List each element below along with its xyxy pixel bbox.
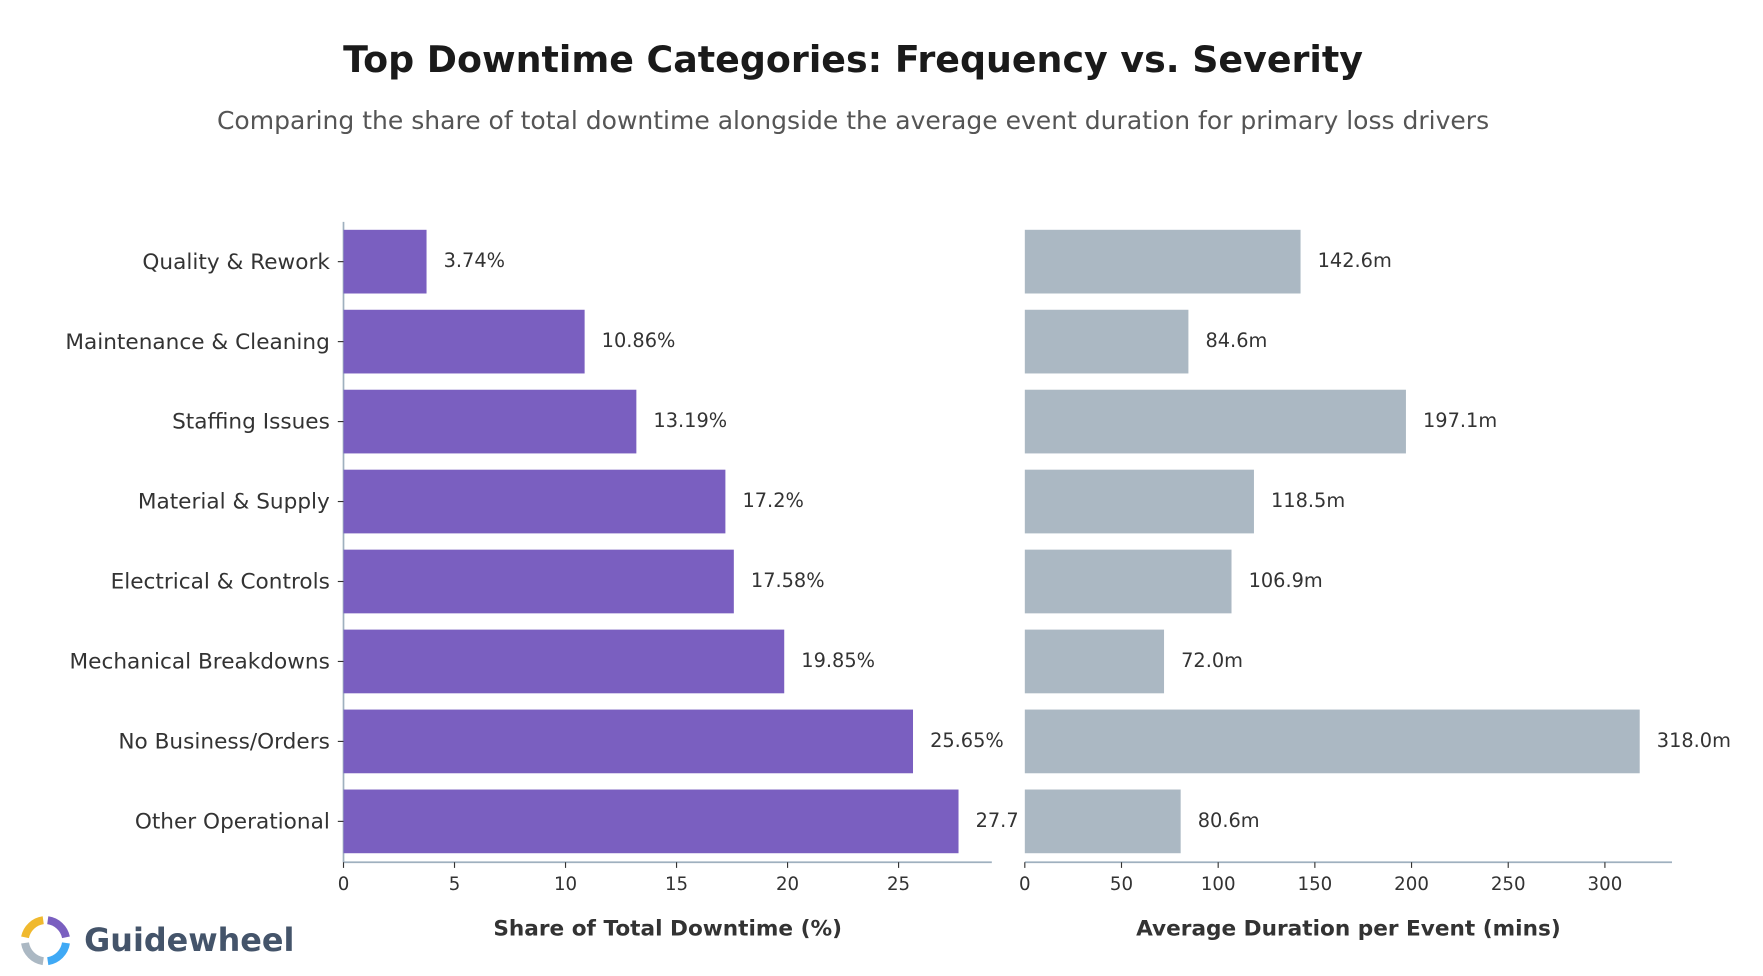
bar [1024, 629, 1165, 694]
bar [343, 709, 914, 774]
x-tick-label: 300 [1588, 874, 1623, 895]
value-label: 10.86% [602, 329, 676, 352]
value-label: 25.65% [930, 729, 1004, 752]
bar [1024, 309, 1189, 374]
x-tick-label: 0 [338, 874, 350, 895]
value-label: 72.0m [1181, 649, 1243, 672]
bar [343, 789, 959, 854]
y-tick-label: Electrical & Controls [111, 570, 330, 595]
value-label: 142.6m [1318, 249, 1392, 272]
x-tick-label: 5 [449, 874, 461, 895]
value-label: 80.6m [1198, 809, 1260, 832]
bar [343, 629, 785, 694]
x-tick-label: 50 [1110, 874, 1133, 895]
value-label: 19.85% [801, 649, 875, 672]
bar [343, 229, 427, 294]
bar [1024, 789, 1181, 854]
y-tick-label: Material & Supply [138, 490, 330, 515]
logo-icon [21, 916, 70, 966]
chart-subtitle: Comparing the share of total downtime al… [217, 106, 1489, 135]
x-tick-label: 0 [1019, 874, 1031, 895]
bar [1024, 469, 1254, 534]
logo-text: Guidewheel [84, 921, 294, 959]
value-label: 17.2% [742, 489, 803, 512]
value-label: 13.19% [653, 409, 727, 432]
y-tick-label: Staffing Issues [172, 410, 330, 435]
value-label: 106.9m [1249, 569, 1323, 592]
value-label: 118.5m [1271, 489, 1345, 512]
bar [343, 469, 726, 534]
bar [1024, 549, 1232, 614]
y-tick-label: Other Operational [135, 810, 330, 835]
x-tick-label: 10 [554, 874, 577, 895]
x-axis-label: Share of Total Downtime (%) [493, 916, 842, 941]
x-tick-label: 150 [1298, 874, 1333, 895]
y-tick-label: Mechanical Breakdowns [70, 650, 330, 675]
bar [1024, 229, 1301, 294]
chart-title: Top Downtime Categories: Frequency vs. S… [343, 38, 1363, 81]
value-label: 27.7 [976, 809, 1019, 832]
bar [343, 389, 637, 454]
x-tick-label: 200 [1394, 874, 1429, 895]
y-tick-label: Quality & Rework [142, 250, 330, 275]
value-label: 84.6m [1205, 329, 1267, 352]
x-tick-label: 250 [1491, 874, 1526, 895]
bar [343, 309, 585, 374]
x-tick-label: 15 [665, 874, 688, 895]
bar [1024, 389, 1406, 454]
value-label: 197.1m [1423, 409, 1497, 432]
x-tick-label: 20 [776, 874, 799, 895]
y-tick-label: No Business/Orders [118, 730, 330, 755]
x-tick-label: 100 [1201, 874, 1236, 895]
x-axis-label: Average Duration per Event (mins) [1136, 916, 1561, 941]
value-label: 3.74% [444, 249, 505, 272]
value-label: 318.0m [1657, 729, 1731, 752]
x-tick-label: 25 [887, 874, 910, 895]
y-tick-label: Maintenance & Cleaning [65, 330, 330, 355]
value-label: 17.58% [751, 569, 825, 592]
bar [343, 549, 734, 614]
bar [1024, 709, 1640, 774]
